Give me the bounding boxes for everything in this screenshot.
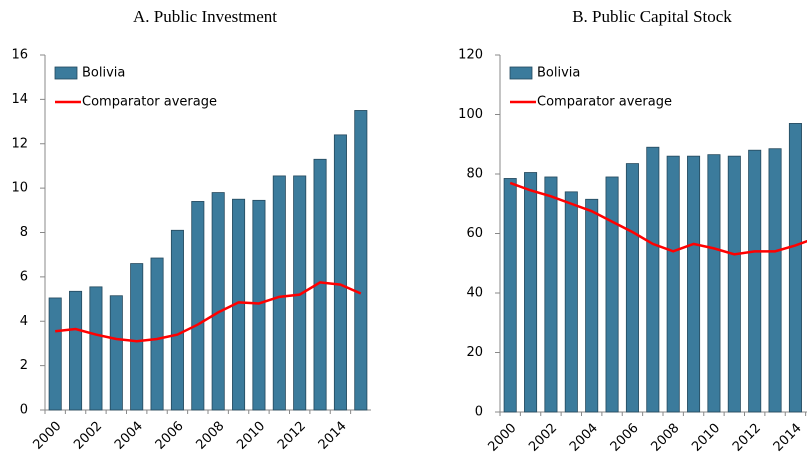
y-tick-label: 20 (466, 345, 483, 360)
bar (354, 110, 368, 411)
y-tick-label: 40 (466, 286, 483, 301)
legend-swatch (509, 66, 533, 80)
bar (666, 155, 680, 413)
bar (272, 175, 286, 411)
y-tick-label: 60 (466, 226, 483, 241)
x-tick-label: 2010 (234, 419, 268, 453)
bar (293, 175, 307, 411)
bar (211, 192, 225, 411)
bar (748, 149, 762, 413)
bar (788, 123, 802, 413)
bar (69, 290, 83, 411)
legend-swatch (54, 66, 78, 80)
bar (170, 229, 184, 411)
bar (646, 146, 660, 413)
x-tick-label: 2014 (771, 421, 805, 455)
bar (768, 148, 782, 413)
x-tick-label: 2002 (526, 421, 560, 455)
legend-label: Comparator average (537, 95, 672, 110)
bar (150, 257, 164, 411)
bar (585, 198, 599, 413)
y-tick-label: 14 (11, 92, 28, 107)
x-tick-label: 2000 (485, 421, 519, 455)
bar (524, 172, 538, 413)
line (55, 281, 362, 343)
x-tick-label: 2004 (112, 419, 146, 453)
bar (687, 155, 701, 413)
y-tick-label: 16 (11, 48, 28, 63)
y-tick-label: 12 (11, 136, 28, 151)
y-tick-label: 120 (458, 48, 483, 63)
chart-title: B. Public Capital Stock (572, 7, 732, 26)
y-tick-label: 2 (20, 358, 28, 373)
legend-label: Comparator average (82, 95, 217, 110)
y-tick-label: 4 (20, 314, 28, 329)
x-tick-label: 2012 (275, 419, 309, 453)
y-tick-label: 80 (466, 167, 483, 182)
bar (252, 199, 266, 411)
bar (503, 178, 517, 413)
bar (109, 295, 123, 411)
x-tick-label: 2006 (608, 421, 642, 455)
x-tick-label: 2008 (648, 421, 682, 455)
bar (625, 163, 639, 413)
x-tick-label: 2006 (153, 419, 187, 453)
legend-label: Bolivia (82, 66, 125, 81)
x-tick-label: 2012 (730, 421, 764, 455)
bar (544, 176, 558, 413)
bar (89, 286, 103, 411)
line (509, 181, 807, 256)
y-tick-label: 10 (11, 181, 28, 196)
x-tick-label: 2014 (316, 419, 350, 453)
y-tick-label: 6 (20, 269, 28, 284)
x-tick-label: 2000 (30, 419, 64, 453)
bar (130, 263, 144, 411)
chart-title: A. Public Investment (133, 7, 277, 26)
bar (48, 297, 62, 411)
bar (191, 201, 205, 411)
y-tick-label: 8 (20, 225, 28, 240)
bar (605, 176, 619, 413)
bar (707, 154, 721, 413)
bar (727, 155, 741, 413)
y-tick-label: 100 (458, 107, 483, 122)
bar (564, 191, 578, 413)
y-tick-label: 0 (20, 403, 28, 418)
x-tick-label: 2010 (689, 421, 723, 455)
legend-label: Bolivia (537, 66, 580, 81)
x-tick-label: 2004 (567, 421, 601, 455)
x-tick-label: 2008 (193, 419, 227, 453)
y-tick-label: 0 (475, 405, 483, 420)
x-tick-label: 2002 (71, 419, 105, 453)
bar (333, 134, 347, 411)
